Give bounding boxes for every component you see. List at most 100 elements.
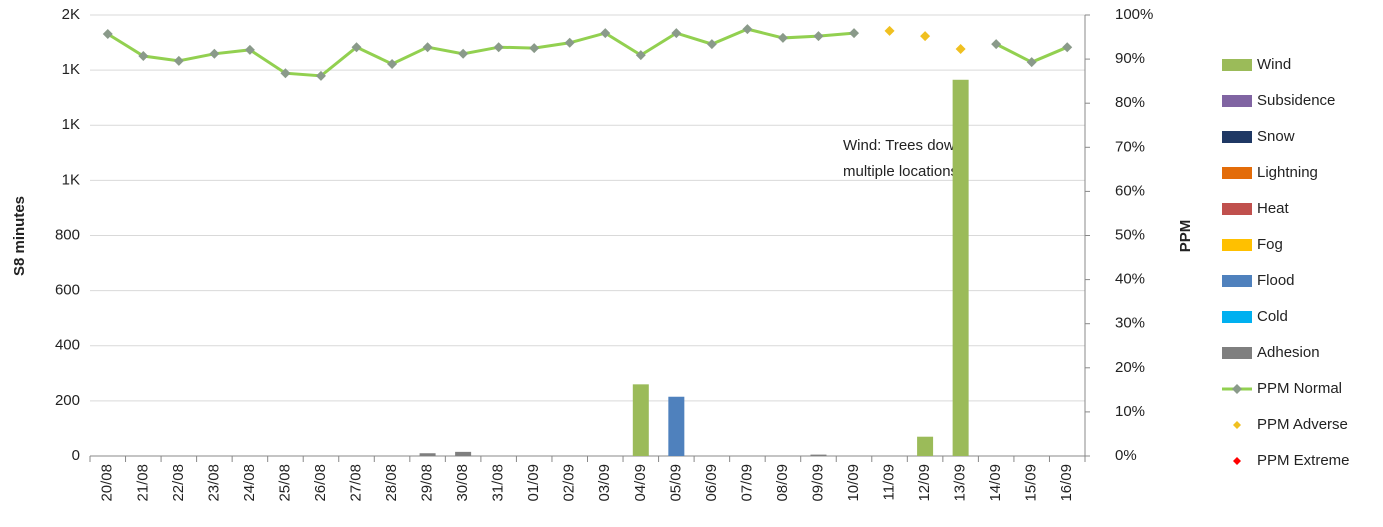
legend-swatch [1222, 347, 1252, 359]
legend-label: Subsidence [1257, 92, 1335, 109]
x-tick-label: 02/09 [561, 464, 578, 502]
marker [742, 24, 753, 35]
legend-swatch [1233, 421, 1241, 429]
legend-label: Heat [1257, 200, 1290, 217]
y-axis-title: S8 minutes [11, 196, 28, 276]
annotation: Wind: Trees down [843, 137, 963, 154]
marker [138, 51, 149, 62]
marker [920, 31, 931, 42]
bar [455, 451, 472, 456]
marker [600, 28, 611, 39]
x-tick-label: 23/08 [205, 464, 222, 502]
x-tick-label: 12/09 [916, 464, 933, 502]
bar [810, 454, 827, 456]
x-tick-label: 14/09 [987, 464, 1004, 502]
marker [1026, 57, 1037, 68]
marker [1062, 42, 1073, 53]
marker [635, 50, 646, 61]
y-tick-label: 1K [62, 61, 80, 78]
y-tick-label: 0 [72, 447, 80, 464]
x-tick-label: 25/08 [276, 464, 293, 502]
y-tick-label: 600 [55, 282, 80, 299]
x-tick-label: 28/08 [383, 464, 400, 502]
x-tick-label: 15/09 [1023, 464, 1040, 502]
x-tick-label: 21/08 [134, 464, 151, 502]
y2-tick-label: 90% [1115, 50, 1145, 67]
legend-label: Fog [1257, 236, 1283, 253]
x-tick-label: 09/09 [809, 464, 826, 502]
marker [706, 39, 717, 50]
legend-swatch [1222, 203, 1252, 215]
marker [884, 25, 895, 36]
bar [632, 384, 649, 456]
marker [991, 39, 1002, 50]
marker [955, 43, 966, 54]
annotation: multiple locations [843, 163, 958, 180]
legend-label: Cold [1257, 308, 1288, 325]
bar [917, 436, 934, 456]
legend-swatch [1222, 59, 1252, 71]
x-tick-label: 22/08 [170, 464, 187, 502]
x-tick-label: 24/08 [241, 464, 258, 502]
marker [102, 28, 113, 39]
marker [173, 55, 184, 66]
bar [419, 453, 436, 456]
legend-label: Adhesion [1257, 344, 1320, 361]
legend-swatch [1222, 131, 1252, 143]
legend-label: Snow [1257, 128, 1295, 145]
y2-tick-label: 30% [1115, 315, 1145, 332]
legend-label: PPM Adverse [1257, 416, 1348, 433]
x-tick-label: 29/08 [419, 464, 436, 502]
legend-label: Wind [1257, 56, 1291, 73]
y2-tick-label: 10% [1115, 403, 1145, 420]
marker [244, 44, 255, 55]
marker [387, 58, 398, 69]
y-tick-label: 200 [55, 392, 80, 409]
y2-tick-label: 0% [1115, 447, 1137, 464]
y-tick-label: 1K [62, 171, 80, 188]
bar [952, 79, 969, 456]
y2-axis-title: PPM [1177, 220, 1194, 253]
x-tick-label: 30/08 [454, 464, 471, 502]
y2-tick-label: 20% [1115, 359, 1145, 376]
legend-swatch [1232, 384, 1242, 394]
marker [422, 42, 433, 53]
x-tick-label: 10/09 [845, 464, 862, 502]
marker [777, 32, 788, 43]
y-tick-label: 2K [62, 6, 80, 23]
legend-label: Flood [1257, 272, 1295, 289]
marker [813, 31, 824, 42]
y2-tick-label: 50% [1115, 226, 1145, 243]
marker [493, 42, 504, 53]
legend-swatch [1233, 457, 1241, 465]
x-tick-label: 07/09 [738, 464, 755, 502]
x-tick-label: 27/08 [347, 464, 364, 502]
x-tick-label: 04/09 [632, 464, 649, 502]
x-tick-label: 03/09 [596, 464, 613, 502]
marker [564, 37, 575, 48]
legend-swatch [1222, 311, 1252, 323]
marker [351, 42, 362, 53]
legend-swatch [1222, 275, 1252, 287]
x-tick-label: 11/09 [881, 464, 898, 500]
marker [849, 28, 860, 39]
y-tick-label: 800 [55, 226, 80, 243]
x-tick-label: 01/09 [525, 464, 542, 502]
x-tick-label: 13/09 [952, 464, 969, 502]
legend-swatch [1222, 239, 1252, 251]
y-tick-label: 400 [55, 337, 80, 354]
x-tick-label: 20/08 [99, 464, 116, 502]
marker [209, 48, 220, 59]
x-tick-label: 06/09 [703, 464, 720, 502]
y2-tick-label: 80% [1115, 94, 1145, 111]
marker [671, 28, 682, 39]
legend-label: Lightning [1257, 164, 1318, 181]
marker [315, 70, 326, 81]
x-tick-label: 26/08 [312, 464, 329, 502]
bar [668, 396, 685, 456]
y-tick-label: 1K [62, 116, 80, 133]
x-tick-label: 08/09 [774, 464, 791, 502]
y2-tick-label: 40% [1115, 271, 1145, 288]
x-tick-label: 31/08 [490, 464, 507, 502]
marker [529, 43, 540, 54]
